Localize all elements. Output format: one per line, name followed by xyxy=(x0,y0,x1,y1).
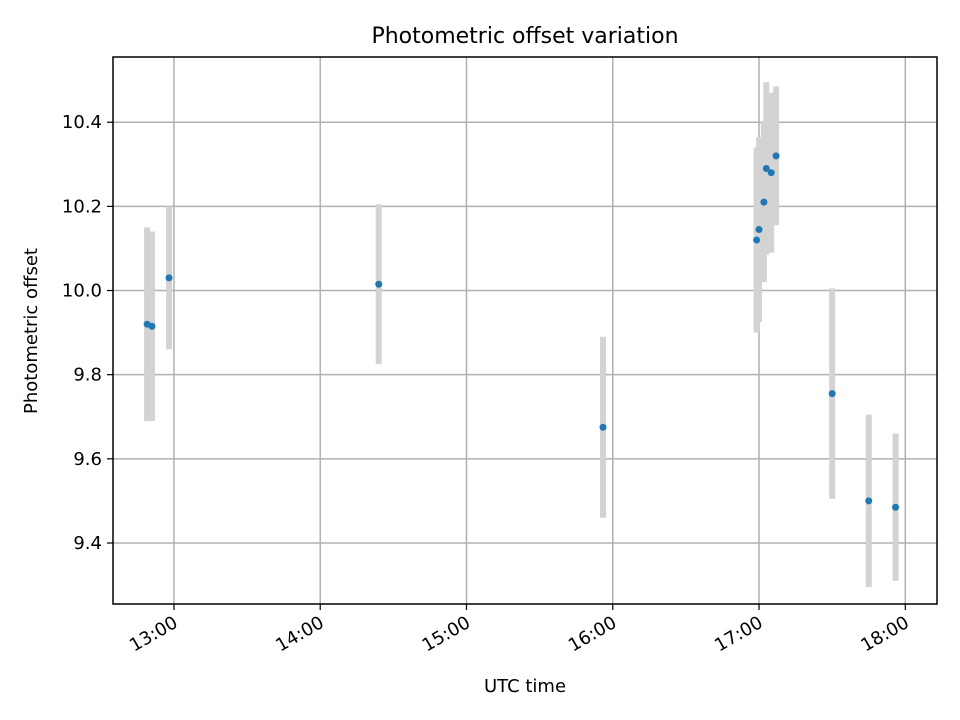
y-tick-label: 10.0 xyxy=(62,281,102,302)
data-point xyxy=(892,503,900,511)
y-axis-label: Photometric offset xyxy=(21,248,42,414)
data-point xyxy=(865,497,873,505)
data-point xyxy=(767,169,775,177)
data-point xyxy=(762,165,770,173)
y-grid xyxy=(113,121,937,544)
data-point xyxy=(148,322,156,330)
data-point xyxy=(753,236,761,244)
y-tick-label: 9.4 xyxy=(73,533,102,554)
data-point xyxy=(772,152,780,160)
y-tick-label: 10.2 xyxy=(62,196,102,217)
data-point xyxy=(755,226,763,234)
y-tick-label: 10.4 xyxy=(62,112,102,133)
data-point xyxy=(375,280,383,288)
chart-title: Photometric offset variation xyxy=(371,24,678,49)
data-point xyxy=(599,423,607,431)
marker-layer xyxy=(143,152,900,511)
y-tick-label: 9.6 xyxy=(73,449,102,470)
data-point xyxy=(828,390,836,398)
data-point xyxy=(760,198,768,206)
y-axis: 9.4 9.6 9.8 10.0 10.2 10.4 xyxy=(62,112,113,554)
data-point xyxy=(165,274,173,282)
y-tick-label: 9.8 xyxy=(73,365,102,386)
x-axis-label: UTC time xyxy=(484,676,566,697)
plot-frame xyxy=(112,56,938,605)
